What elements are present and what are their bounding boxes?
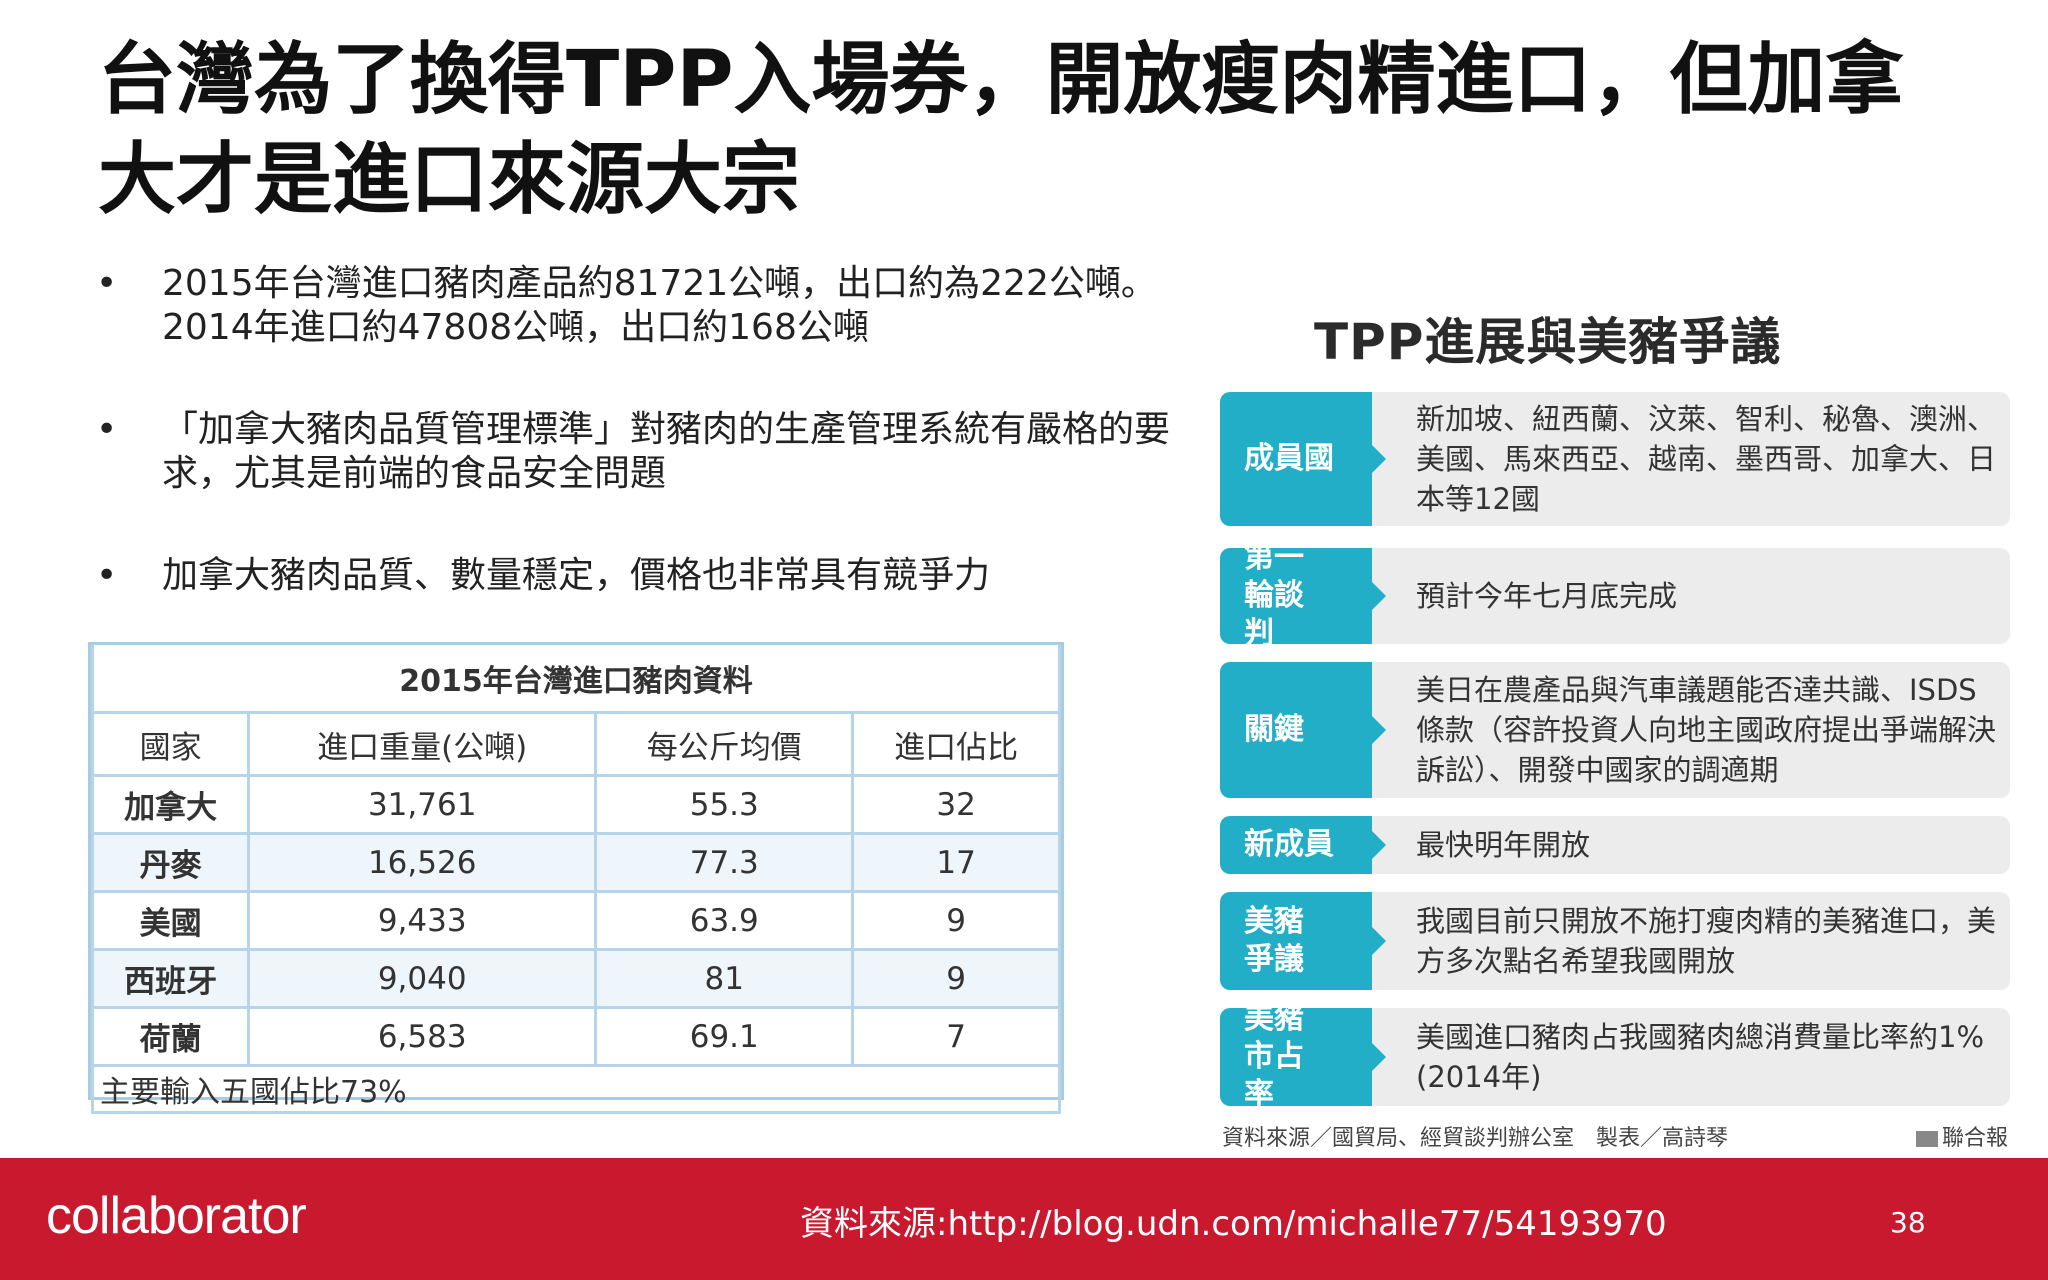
table-caption: 2015年台灣進口豬肉資料 <box>91 645 1061 714</box>
infographic-row-label: 美豬市占率 <box>1220 1001 1386 1112</box>
table-row: 西班牙 9,040 81 9 <box>90 948 1061 1009</box>
table-cell: 西班牙 <box>90 948 251 1009</box>
bullet-list: • 2015年台灣進口豬肉產品約81721公噸，出口約為222公噸。2014年進口… <box>90 262 1170 656</box>
infographic-row-desc: 我國目前只開放不施打瘦肉精的美豬進口，美方多次點名希望我國開放 <box>1416 904 1997 978</box>
brand-square-icon <box>1915 1131 1938 1147</box>
bullet-text: 「加拿大豬肉品質管理標準」對豬肉的生產管理系統有嚴格的要求，尤其是前端的食品安全… <box>162 409 1171 494</box>
bullet-dot-icon: • <box>96 555 118 596</box>
table-cell: 美國 <box>90 890 251 951</box>
footer-bar: collaborator 資料來源:http://blog.udn.com/mi… <box>0 1158 2048 1280</box>
table-header: 進口佔比 <box>851 711 1061 777</box>
infographic-row-desc: 預計今年七月底完成 <box>1416 579 1678 613</box>
infographic-row: 新成員 最快明年開放 <box>1220 816 2010 874</box>
slide-title-line-1: 台灣為了換得TPP入場券，開放瘦肉精進口，但加拿 <box>98 35 1904 125</box>
bullet-text: 加拿大豬肉品質、數量穩定，價格也非常具有競爭力 <box>162 555 991 596</box>
bullet-item: • 「加拿大豬肉品質管理標準」對豬肉的生產管理系統有嚴格的要求，尤其是前端的食品安… <box>90 408 1170 496</box>
infographic-title: TPP進展與美豬爭議 <box>1314 313 1782 371</box>
infographic-row-label: 成員國 <box>1220 392 1386 526</box>
infographic-row: 美豬爭議 我國目前只開放不施打瘦肉精的美豬進口，美方多次點名希望我國開放 <box>1220 892 2010 990</box>
infographic-row-label: 新成員 <box>1220 816 1386 874</box>
bullet-dot-icon: • <box>96 409 118 450</box>
table-cell: 9 <box>851 890 1061 951</box>
table-row: 美國 9,433 63.9 9 <box>90 890 1061 951</box>
infographic-source: 資料來源／國貿局、經貿談判辦公室 製表／高詩琴 聯合報 <box>1222 1120 2008 1152</box>
infographic-brand: 聯合報 <box>1915 1120 2008 1152</box>
table-cell: 55.3 <box>594 774 855 835</box>
table-header: 每公斤均價 <box>594 711 855 777</box>
table-cell: 丹麥 <box>90 832 251 893</box>
footer-source-link[interactable]: 資料來源:http://blog.udn.com/michalle77/5419… <box>800 1204 1667 1244</box>
infographic-row-desc: 新加坡、紐西蘭、汶萊、智利、秘魯、澳洲、美國、馬來西亞、越南、墨西哥、加拿大、日… <box>1416 402 1997 516</box>
table-header: 國家 <box>90 711 251 777</box>
infographic-row: 關鍵 美日在農產品與汽車議題能否達共識、ISDS條款（容許投資人向地主國政府提出… <box>1220 662 2010 798</box>
table-cell: 31,761 <box>247 774 598 835</box>
table-cell: 16,526 <box>247 832 598 893</box>
table-cell: 6,583 <box>247 1006 598 1067</box>
table-cell: 69.1 <box>594 1006 855 1067</box>
table-cell: 荷蘭 <box>90 1006 251 1067</box>
table-cell: 17 <box>851 832 1061 893</box>
table-cell: 63.9 <box>594 890 855 951</box>
infographic-row-desc: 最快明年開放 <box>1416 828 1591 862</box>
table-row: 荷蘭 6,583 69.1 7 <box>90 1006 1061 1067</box>
bullet-item: • 加拿大豬肉品質、數量穩定，價格也非常具有競爭力 <box>90 554 1170 598</box>
bullet-dot-icon: • <box>96 263 118 304</box>
infographic-row: 第一輪談判 預計今年七月底完成 <box>1220 540 2010 651</box>
infographic-row-desc: 美國進口豬肉占我國豬肉總消費量比率約1%(2014年) <box>1416 1020 1985 1094</box>
collaborator-logo: collaborator <box>46 1187 307 1245</box>
slide-title-line-2: 大才是進口來源大宗 <box>98 135 801 225</box>
infographic-row-label: 第一輪談判 <box>1220 540 1386 651</box>
table-cell: 9 <box>851 948 1061 1009</box>
bullet-item: • 2015年台灣進口豬肉產品約81721公噸，出口約為222公噸。2014年進口… <box>90 262 1170 350</box>
import-data-table: 2015年台灣進口豬肉資料 國家 進口重量(公噸) 每公斤均價 進口佔比 加拿大… <box>88 642 1064 1114</box>
table-header: 進口重量(公噸) <box>247 711 598 777</box>
brand-text: 聯合報 <box>1941 1126 2008 1151</box>
table-cell: 加拿大 <box>90 774 251 835</box>
table-cell: 7 <box>851 1006 1061 1067</box>
table-cell: 9,433 <box>247 890 598 951</box>
table-footer-note: 主要輸入五國佔比73% <box>91 1064 1061 1114</box>
table-cell: 9,040 <box>247 948 598 1009</box>
infographic-row: 美豬市占率 美國進口豬肉占我國豬肉總消費量比率約1%(2014年) <box>1220 1001 2010 1112</box>
page-number: 38 <box>1890 1206 1926 1239</box>
table-cell: 81 <box>594 948 855 1009</box>
bullet-text: 2015年台灣進口豬肉產品約81721公噸，出口約為222公噸。2014年進口約… <box>162 263 1157 348</box>
infographic-row-desc: 美日在農產品與汽車議題能否達共識、ISDS條款（容許投資人向地主國政府提出爭端解… <box>1416 673 1997 787</box>
infographic-source-text: 資料來源／國貿局、經貿談判辦公室 製表／高詩琴 <box>1222 1126 1729 1151</box>
table-row: 加拿大 31,761 55.3 32 <box>90 774 1061 835</box>
infographic-row: 成員國 新加坡、紐西蘭、汶萊、智利、秘魯、澳洲、美國、馬來西亞、越南、墨西哥、加… <box>1220 392 2010 526</box>
slide-title: 台灣為了換得TPP入場券，開放瘦肉精進口，但加拿 大才是進口來源大宗 <box>98 30 1978 230</box>
table-row: 丹麥 16,526 77.3 17 <box>90 832 1061 893</box>
infographic-row-label: 美豬爭議 <box>1220 892 1386 990</box>
tpp-infographic: TPP進展與美豬爭議 成員國 新加坡、紐西蘭、汶萊、智利、秘魯、澳洲、美國、馬來… <box>1212 288 2012 1158</box>
table-cell: 32 <box>851 774 1061 835</box>
infographic-row-label: 關鍵 <box>1220 662 1386 798</box>
table-cell: 77.3 <box>594 832 855 893</box>
